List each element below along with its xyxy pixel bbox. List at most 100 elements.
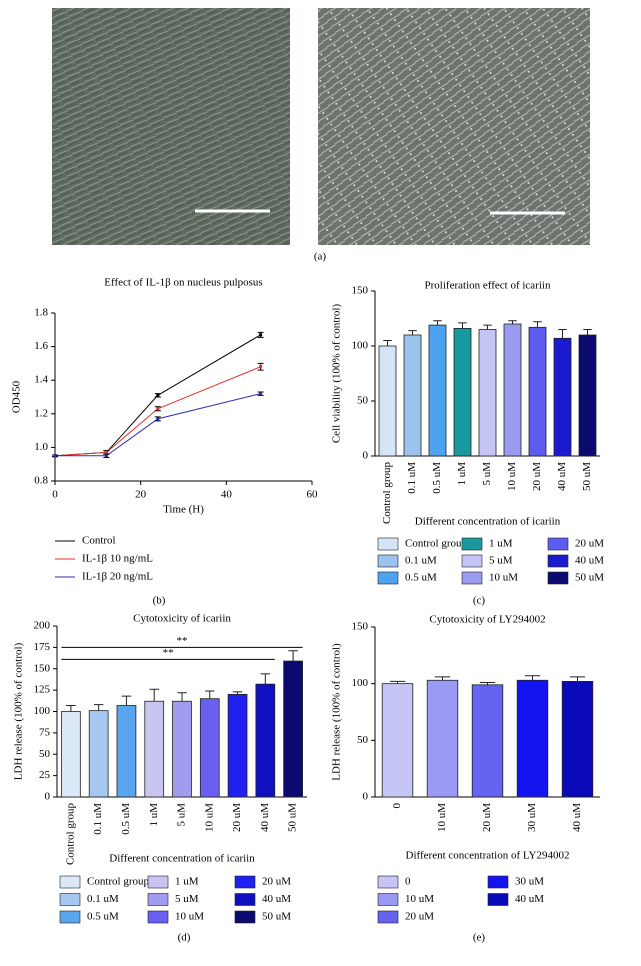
point <box>104 454 108 458</box>
bar <box>528 326 547 457</box>
point <box>156 407 160 411</box>
y-tick-label: 0.8 <box>34 475 48 487</box>
y-axis-label: LDH release (100% of control) <box>13 642 25 780</box>
legend-label: Control group <box>405 538 468 550</box>
legend-label: 50 uM <box>262 911 291 923</box>
x-tick-label: 0.5 uM <box>431 462 443 494</box>
x-tick-label: 40 uM <box>556 462 568 491</box>
legend-swatch <box>461 537 483 551</box>
legend-label: Control group <box>87 876 150 888</box>
legend-label: 5 uM <box>175 893 199 905</box>
y-tick-label: 100 <box>352 340 369 352</box>
bar <box>503 323 522 457</box>
error-bar <box>232 691 243 695</box>
bar <box>516 679 549 798</box>
x-tick-label: 20 uM <box>481 803 493 832</box>
point <box>259 333 263 337</box>
y-tick-label: 50 <box>39 748 51 760</box>
y-tick-label: 150 <box>34 662 51 674</box>
legend-label: 10 uM <box>489 572 518 584</box>
legend-swatch <box>377 875 399 889</box>
bar <box>227 694 248 798</box>
x-axis-label: Different concentration of LY294002 <box>406 850 570 862</box>
bar <box>255 683 276 798</box>
legend-swatch <box>487 875 509 889</box>
error-bar <box>458 322 467 329</box>
y-tick-label: 175 <box>34 641 51 653</box>
bar <box>144 700 165 798</box>
error-bar <box>288 650 298 662</box>
y-tick-label: 0 <box>45 791 51 803</box>
series-line <box>54 366 261 457</box>
bar <box>378 345 397 457</box>
x-tick-label: 60 <box>307 489 319 501</box>
error-bar <box>389 680 406 684</box>
legend-label: 40 uM <box>575 555 604 567</box>
x-tick-label: 10 uM <box>506 462 518 491</box>
legend-label: 5 uM <box>489 555 513 567</box>
legend-label: 0.5 uM <box>87 911 119 923</box>
legend-label: Control <box>82 535 116 547</box>
legend-swatch <box>147 910 169 924</box>
y-axis-label: Cell viability (100% of control) <box>331 304 343 444</box>
x-axis-label: Different concentration of icariin <box>109 853 255 865</box>
x-tick-label: 40 uM <box>259 803 271 832</box>
x-tick-label: 0 <box>52 489 58 501</box>
y-tick-label: 150 <box>352 621 369 633</box>
error-bar <box>434 676 451 681</box>
y-tick-label: 1.6 <box>34 340 48 352</box>
error-bar <box>483 324 492 330</box>
chart-title: Proliferation effect of icariin <box>425 280 551 292</box>
legend-swatch <box>547 537 569 551</box>
panel-label: (a) <box>314 251 327 263</box>
micrograph <box>52 8 290 245</box>
error-bar <box>93 704 104 711</box>
point <box>259 365 263 369</box>
legend-swatch <box>147 875 169 889</box>
x-tick-label: 5 uM <box>481 462 493 486</box>
bar <box>471 684 504 798</box>
point <box>104 450 108 454</box>
y-tick-label: 1.4 <box>34 374 48 386</box>
error-bar <box>66 705 76 712</box>
legend-label: 40 uM <box>262 893 291 905</box>
legend-label: 1 uM <box>175 876 199 888</box>
x-axis-label: Different concentration of icariin <box>415 516 561 528</box>
y-tick-label: 50 <box>357 734 369 746</box>
y-tick-label: 0 <box>363 791 369 803</box>
error-bar <box>508 320 517 324</box>
bar <box>61 711 81 798</box>
legend-swatch <box>234 910 256 924</box>
point <box>259 392 263 396</box>
bar <box>88 710 109 798</box>
legend-label: 10 uM <box>175 911 204 923</box>
legend-label: 20 uM <box>575 538 604 550</box>
bar <box>553 337 572 457</box>
bar <box>381 683 414 798</box>
panel-label: (c) <box>473 595 486 607</box>
x-tick-label: 40 <box>221 489 233 501</box>
legend-label: 1 uM <box>489 538 513 550</box>
x-tick-label: 1 uM <box>148 803 160 827</box>
chart-title: Cytotoxicity of LY294002 <box>429 614 545 626</box>
error-bar <box>121 695 132 706</box>
x-tick-label: 0.1 uM <box>92 803 104 835</box>
legend-label: 50 uM <box>575 572 604 584</box>
legend-swatch <box>59 893 81 906</box>
legend-swatch <box>147 893 169 906</box>
panel-label: (e) <box>473 932 486 944</box>
legend-label: 40 uM <box>515 893 544 905</box>
bar <box>199 698 220 798</box>
series-line <box>55 393 261 457</box>
legend-swatch <box>377 893 399 906</box>
bar <box>283 660 303 798</box>
y-axis-label: OD450 <box>11 380 23 413</box>
x-tick-label: 40 uM <box>571 803 583 832</box>
x-tick-label: 10 uM <box>203 803 215 832</box>
x-axis-label: Time (H) <box>163 504 204 516</box>
y-tick-label: 1.8 <box>34 307 48 319</box>
bar <box>478 329 497 457</box>
legend-label: IL-1β 10 ng/mL <box>82 553 153 565</box>
error-bar <box>205 690 215 699</box>
error-bar <box>177 692 187 702</box>
